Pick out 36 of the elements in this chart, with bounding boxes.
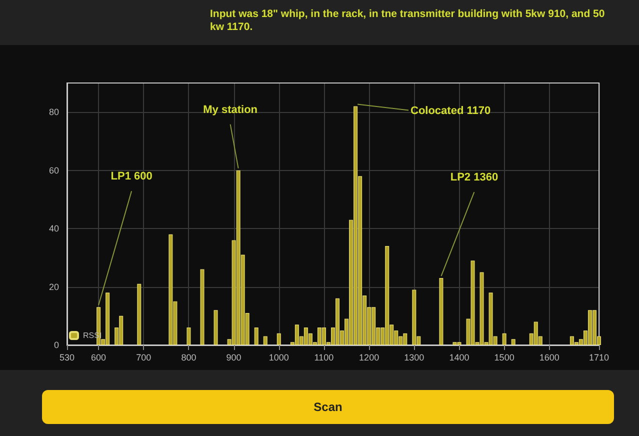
bar <box>276 333 281 345</box>
y-tick-label: 80 <box>48 107 59 118</box>
bar <box>439 278 444 345</box>
x-tick-label: 1300 <box>404 352 424 362</box>
annotation: LP1 600 <box>110 170 152 183</box>
x-tick-label: 800 <box>181 352 196 362</box>
x-tick-label: 1600 <box>539 352 560 362</box>
bar <box>502 333 506 345</box>
x-tick-label: 1000 <box>268 352 289 362</box>
x-tick-label: 1200 <box>359 352 380 362</box>
bar <box>200 269 204 345</box>
y-tick-label: 20 <box>48 282 59 292</box>
x-tick-label: 1500 <box>494 352 514 362</box>
bar <box>168 234 173 345</box>
bar <box>214 310 218 345</box>
scan-button: Scan <box>42 390 614 424</box>
x-tick-label: 1710 <box>588 352 610 362</box>
x-tick-label: 1400 <box>449 352 470 362</box>
bar <box>412 290 416 345</box>
annotation: LP2 1360 <box>450 172 498 184</box>
y-tick-label: 60 <box>48 165 59 176</box>
annotation: My station <box>203 104 258 116</box>
bar <box>186 328 191 345</box>
bar <box>263 336 268 345</box>
y-tick-label: 0 <box>54 340 59 350</box>
y-tick-label: 40 <box>48 224 59 234</box>
x-tick-label: 900 <box>226 352 242 362</box>
annotation: Colocated 1170 <box>410 104 491 117</box>
bar <box>254 328 258 345</box>
x-tick-label: 530 <box>59 352 75 362</box>
x-tick-label: 600 <box>91 352 106 362</box>
bar <box>511 339 516 345</box>
x-tick-label: 700 <box>136 352 152 362</box>
chart-subtitle: Input was 18" whip, in the rack, in tne transmitter building with 5kw 910, and 50 kw 1170. <box>210 8 606 34</box>
x-tick-label: 1100 <box>314 352 334 362</box>
bar <box>137 284 142 345</box>
